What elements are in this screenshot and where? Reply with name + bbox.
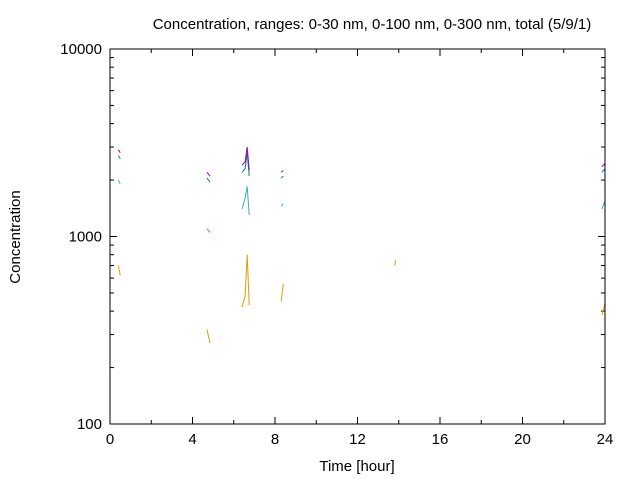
plot-frame — [109, 48, 606, 425]
y-tick-label: 1000 — [69, 229, 102, 246]
x-axis-label: Time [hour] — [319, 458, 394, 475]
y-axis-label: Concentration — [7, 190, 24, 283]
series-line-0 — [206, 329, 211, 344]
chart-title: Concentration, ranges: 0-30 nm, 0-100 nm… — [153, 16, 592, 33]
series-line-1 — [206, 228, 211, 233]
x-tick-label: 12 — [349, 431, 366, 448]
series-line-1 — [280, 203, 284, 207]
series-line-3 — [601, 163, 606, 168]
series-group — [117, 146, 606, 344]
y-tick-label: 100 — [77, 416, 102, 433]
series-line-0 — [280, 283, 284, 302]
series-line-3 — [206, 171, 211, 177]
series-line-0 — [117, 265, 121, 276]
series-line-1 — [241, 186, 250, 216]
series-line-0 — [241, 254, 250, 308]
x-tick-label: 16 — [432, 431, 449, 448]
series-line-3 — [117, 149, 121, 153]
series-line-3 — [280, 170, 284, 173]
x-tick-label: 4 — [188, 431, 196, 448]
series-line-2 — [280, 175, 284, 179]
series-line-0 — [394, 259, 397, 266]
x-tick-label: 24 — [597, 431, 614, 448]
axis-ticks: 0 4 8 12 16 20 24 100 1000 10000 — [60, 41, 613, 448]
series-line-0 — [601, 303, 606, 316]
series-line-1 — [117, 179, 121, 185]
x-tick-label: 20 — [514, 431, 531, 448]
series-line-1 — [601, 200, 606, 210]
x-tick-label: 0 — [106, 431, 114, 448]
series-line-2 — [206, 177, 211, 183]
y-tick-label: 10000 — [60, 41, 102, 58]
series-line-2 — [117, 155, 121, 159]
series-line-2 — [601, 168, 606, 173]
series-line-3 — [241, 146, 250, 171]
x-tick-label: 8 — [271, 431, 279, 448]
